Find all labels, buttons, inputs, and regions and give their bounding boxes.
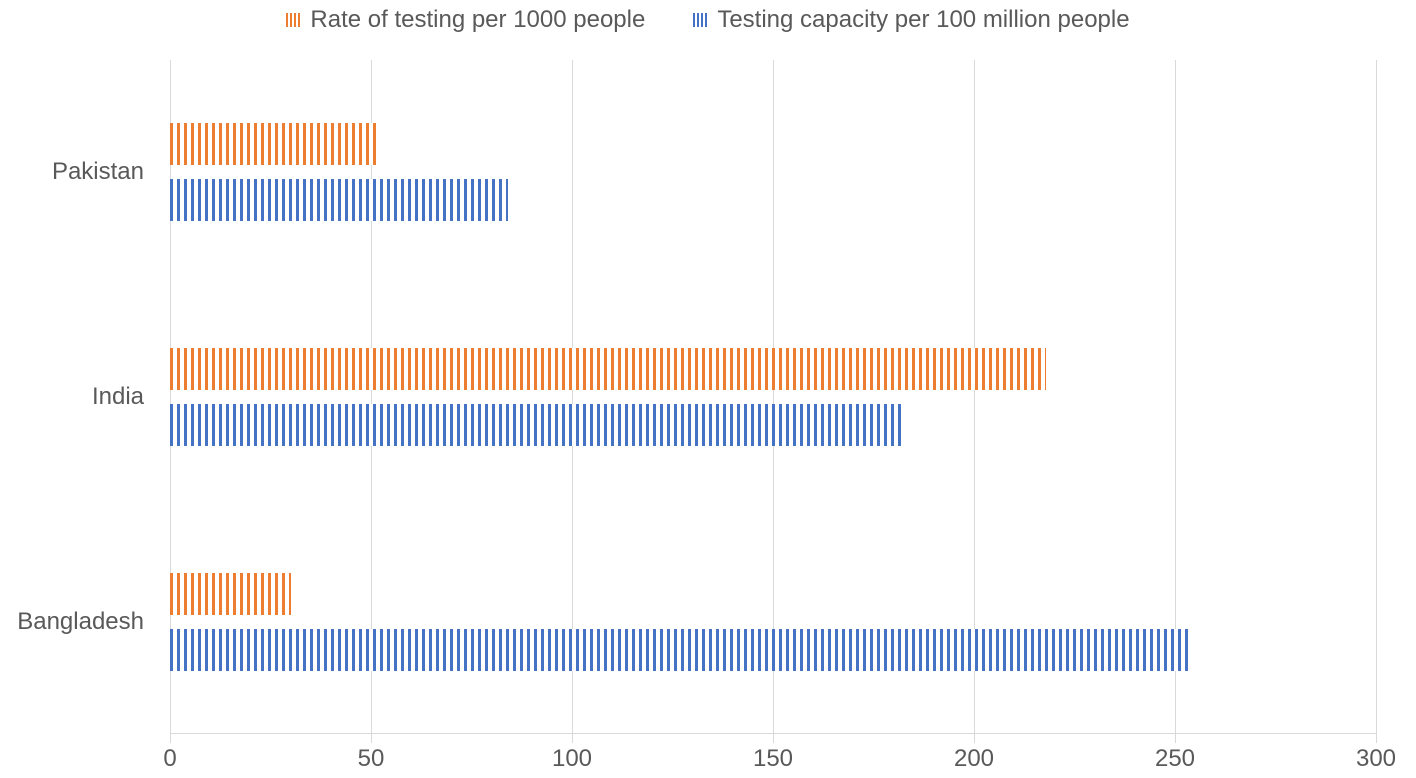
y-tick-label: India — [92, 383, 144, 411]
y-axis-labels: Pakistan India Bangladesh — [0, 60, 160, 734]
legend-swatch-capacity — [693, 13, 707, 27]
legend-item-capacity: Testing capacity per 100 million people — [693, 6, 1129, 34]
chart-bar — [170, 123, 379, 165]
y-tick-label: Bangladesh — [17, 608, 144, 636]
legend-label-rate: Rate of testing per 1000 people — [310, 6, 645, 34]
chart-bar — [170, 573, 291, 615]
x-tick-label: 50 — [358, 745, 385, 773]
x-tick-label: 0 — [163, 745, 176, 773]
x-tick-label: 150 — [753, 745, 793, 773]
legend-swatch-rate — [286, 13, 300, 27]
chart-legend: Rate of testing per 1000 people Testing … — [0, 0, 1416, 34]
legend-label-capacity: Testing capacity per 100 million people — [717, 6, 1129, 34]
x-tick-label: 250 — [1155, 745, 1195, 773]
chart-bar — [170, 348, 1046, 390]
chart-bar — [170, 179, 508, 221]
y-tick-label: Pakistan — [52, 158, 144, 186]
x-tick-label: 100 — [552, 745, 592, 773]
x-tick-label: 300 — [1356, 745, 1396, 773]
x-gridline — [1376, 60, 1377, 743]
chart-bar — [170, 404, 902, 446]
chart-plot-area: 050100150200250300 — [170, 60, 1376, 734]
x-tick-label: 200 — [954, 745, 994, 773]
legend-item-rate: Rate of testing per 1000 people — [286, 6, 645, 34]
testing-bar-chart: Rate of testing per 1000 people Testing … — [0, 0, 1416, 778]
chart-bar — [170, 629, 1191, 671]
